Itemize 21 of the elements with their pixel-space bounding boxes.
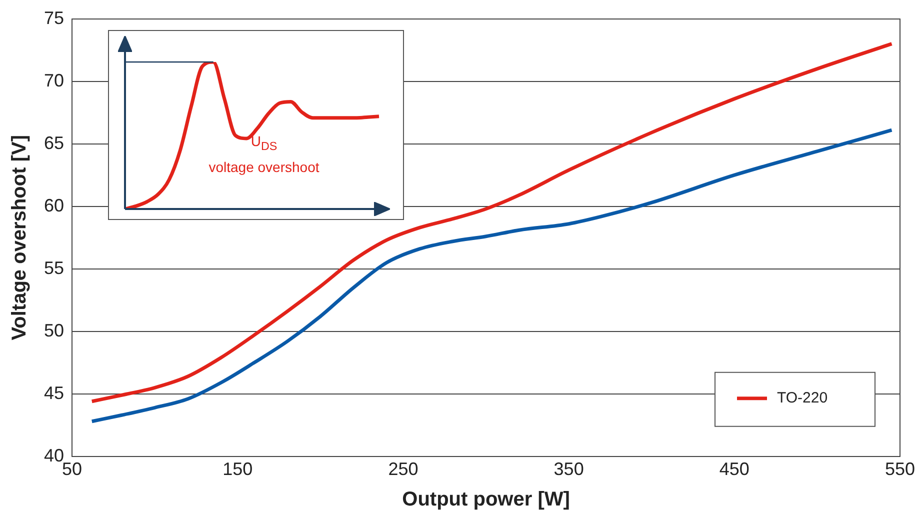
x-tick-label: 450 bbox=[719, 459, 750, 480]
y-tick-label: 60 bbox=[44, 195, 64, 216]
x-tick-label: 350 bbox=[554, 459, 584, 480]
y-tick-label: 70 bbox=[44, 70, 64, 90]
line-series bbox=[90, 42, 894, 404]
legend-label: TO-220 bbox=[777, 390, 828, 407]
x-tick-label: 250 bbox=[388, 459, 418, 480]
y-tick-label: 40 bbox=[44, 445, 64, 466]
x-tick-label: 50 bbox=[62, 459, 82, 480]
x-tick-label: 550 bbox=[884, 459, 916, 480]
y-tick-label: 75 bbox=[44, 8, 64, 28]
y-tick-label: 55 bbox=[44, 258, 64, 278]
y-tick-label: 50 bbox=[44, 320, 64, 340]
annotation: voltage overshoot bbox=[208, 158, 320, 177]
x-tick-label: 150 bbox=[222, 459, 253, 480]
x-axis-title: Output power [W] bbox=[402, 488, 570, 511]
line-series bbox=[90, 128, 894, 424]
y-axis-title: Voltage overshoot [V] bbox=[8, 134, 31, 340]
y-tick-label: 45 bbox=[44, 382, 64, 403]
annotation: U$_{DS}$ bbox=[250, 132, 278, 155]
y-tick-label: 65 bbox=[44, 132, 64, 153]
